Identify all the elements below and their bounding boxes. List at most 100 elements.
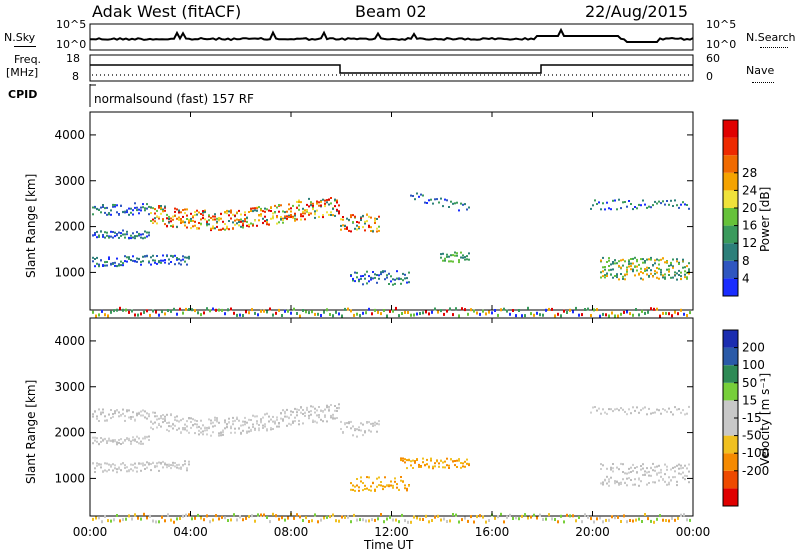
- echo-pixel: [310, 212, 312, 215]
- echo-pixel: [598, 407, 600, 410]
- echo-pixel: [330, 414, 332, 417]
- echo-pixel: [386, 276, 388, 279]
- echo-pixel: [164, 415, 166, 418]
- echo-pixel: [168, 464, 170, 467]
- echo-pixel: [396, 270, 398, 273]
- echo-pixel: [104, 438, 106, 441]
- echo-pixel: [185, 513, 187, 517]
- echo-pixel: [606, 467, 608, 470]
- echo-pixel: [248, 515, 250, 519]
- echo-pixel: [180, 222, 182, 224]
- echo-pixel: [202, 211, 204, 214]
- echo-pixel: [240, 424, 242, 427]
- echo-pixel: [372, 422, 374, 425]
- echo-pixel: [224, 228, 226, 231]
- echo-pixel: [186, 226, 188, 229]
- echo-pixel: [174, 207, 176, 210]
- echo-pixel: [160, 206, 162, 209]
- echo-pixel: [228, 228, 230, 231]
- echo-pixel: [539, 513, 541, 517]
- echo-pixel: [136, 209, 138, 212]
- echo-pixel: [242, 429, 244, 432]
- echo-pixel: [226, 225, 228, 228]
- echo-pixel: [622, 463, 624, 466]
- echo-pixel: [156, 209, 158, 212]
- echo-pixel: [155, 310, 157, 314]
- echo-pixel: [630, 262, 632, 265]
- echo-pixel: [354, 215, 356, 218]
- echo-pixel: [266, 412, 268, 415]
- echo-pixel: [216, 220, 218, 223]
- echo-pixel: [660, 202, 662, 205]
- echo-pixel: [284, 215, 286, 218]
- echo-pixel: [140, 469, 142, 472]
- echo-pixel: [600, 271, 602, 274]
- colorbar-segment: [723, 172, 738, 191]
- echo-pixel: [118, 467, 120, 470]
- echo-pixel: [209, 520, 211, 524]
- echo-pixel: [161, 515, 163, 519]
- echo-pixel: [384, 278, 386, 281]
- echo-pixel: [134, 206, 136, 209]
- echo-pixel: [684, 464, 686, 467]
- echo-pixel: [614, 408, 616, 411]
- echo-pixel: [668, 268, 670, 271]
- echo-pixel: [328, 405, 330, 408]
- echo-pixel: [674, 310, 676, 314]
- echo-pixel: [236, 416, 238, 419]
- echo-pixel: [425, 514, 427, 518]
- echo-pixel: [150, 206, 152, 209]
- echo-pixel: [360, 275, 362, 278]
- echo-pixel: [112, 236, 114, 239]
- echo-pixel: [390, 484, 392, 487]
- colorbar-segment: [723, 347, 738, 366]
- echo-pixel: [434, 465, 436, 468]
- echo-pixel: [176, 466, 178, 469]
- echo-pixel: [260, 213, 262, 216]
- echo-pixel: [390, 275, 392, 278]
- echo-pixel: [600, 468, 602, 470]
- echo-pixel: [662, 408, 664, 410]
- echo-pixel: [142, 437, 144, 440]
- echo-pixel: [114, 264, 116, 267]
- echo-pixel: [196, 227, 198, 230]
- echo-pixel: [116, 204, 118, 207]
- echo-pixel: [190, 417, 192, 420]
- echo-pixel: [260, 418, 262, 421]
- echo-pixel: [96, 462, 98, 465]
- echo-pixel: [282, 418, 284, 421]
- echo-pixel: [302, 409, 304, 411]
- echo-pixel: [233, 311, 235, 315]
- echo-pixel: [100, 437, 102, 439]
- echo-pixel: [436, 198, 438, 201]
- echo-pixel: [92, 436, 94, 439]
- echo-pixel: [188, 218, 190, 221]
- echo-pixel: [124, 233, 126, 236]
- echo-pixel: [672, 266, 674, 269]
- echo-pixel: [320, 200, 322, 203]
- echo-pixel: [668, 483, 670, 486]
- echo-pixel: [432, 202, 434, 205]
- echo-pixel: [278, 517, 280, 521]
- echo-pixel: [136, 441, 138, 443]
- echo-pixel: [114, 439, 116, 442]
- echo-pixel: [644, 203, 646, 206]
- echo-pixel: [614, 516, 616, 520]
- echo-pixel: [162, 259, 164, 262]
- echo-pixel: [464, 308, 466, 312]
- echo-pixel: [202, 217, 204, 220]
- echo-pixel: [152, 207, 154, 210]
- echo-pixel: [545, 517, 547, 521]
- echo-pixel: [376, 230, 378, 233]
- echo-pixel: [132, 436, 134, 439]
- echo-pixel: [428, 199, 430, 202]
- echo-pixel: [620, 207, 622, 210]
- echo-pixel: [166, 413, 168, 416]
- echo-pixel: [323, 310, 325, 314]
- echo-pixel: [518, 309, 520, 312]
- echo-pixel: [600, 412, 602, 415]
- echo-pixel: [312, 208, 314, 211]
- echo-pixel: [176, 428, 178, 431]
- echo-pixel: [356, 224, 358, 227]
- echo-pixel: [416, 459, 418, 461]
